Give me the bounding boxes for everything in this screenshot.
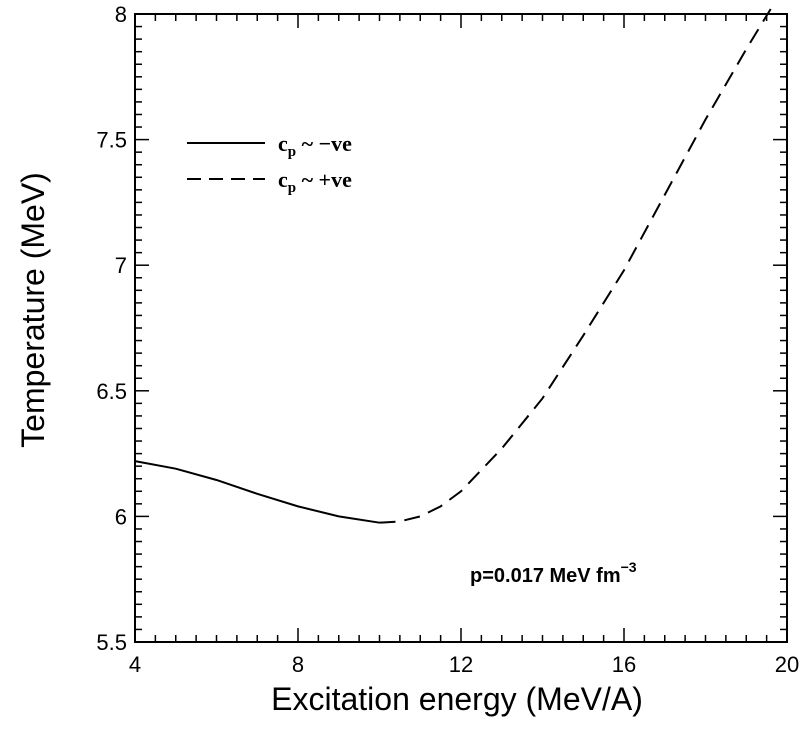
series-line-negative-cp xyxy=(134,460,380,524)
legend-label-rest: ~ −ve xyxy=(296,131,352,156)
y-tick-label: 7.5 xyxy=(96,128,127,153)
pressure-annotation: p=0.017 MeV fm−3 xyxy=(470,559,637,587)
x-tick-label: 20 xyxy=(775,652,799,677)
y-tick-label: 6.5 xyxy=(96,379,127,404)
pressure-annotation-main: p=0.017 MeV fm xyxy=(470,565,621,587)
y-tick-label: 5.5 xyxy=(96,630,127,655)
legend: cp ~ −ve cp ~ +ve xyxy=(187,131,352,196)
legend-label-subscript: p xyxy=(288,180,296,196)
series-line-positive-cp xyxy=(379,8,772,524)
legend-label-c: c xyxy=(278,167,288,192)
legend-label-rest: ~ +ve xyxy=(296,167,352,192)
y-tick-label: 8 xyxy=(115,2,127,27)
legend-label-positive: cp ~ +ve xyxy=(278,167,352,196)
y-axis-title: Temperature (MeV) xyxy=(15,172,51,448)
x-tick-label: 4 xyxy=(129,652,141,677)
y-tick-label: 7 xyxy=(115,253,127,278)
legend-label-negative: cp ~ −ve xyxy=(278,131,352,160)
y-tick-label: 6 xyxy=(115,504,127,529)
x-tick-label: 12 xyxy=(449,652,473,677)
pressure-annotation-superscript: −3 xyxy=(621,559,637,575)
tick-labels: 4 8 12 16 20 5.5 6 6.5 7 7.5 8 xyxy=(96,2,799,677)
x-tick-label: 16 xyxy=(612,652,636,677)
plot-frame xyxy=(134,13,788,643)
ticks-layer xyxy=(134,13,788,643)
legend-label-subscript: p xyxy=(288,144,296,160)
series-layer xyxy=(134,8,772,524)
x-axis-title: Excitation energy (MeV/A) xyxy=(271,681,643,717)
legend-label-c: c xyxy=(278,131,288,156)
x-tick-label: 8 xyxy=(292,652,304,677)
